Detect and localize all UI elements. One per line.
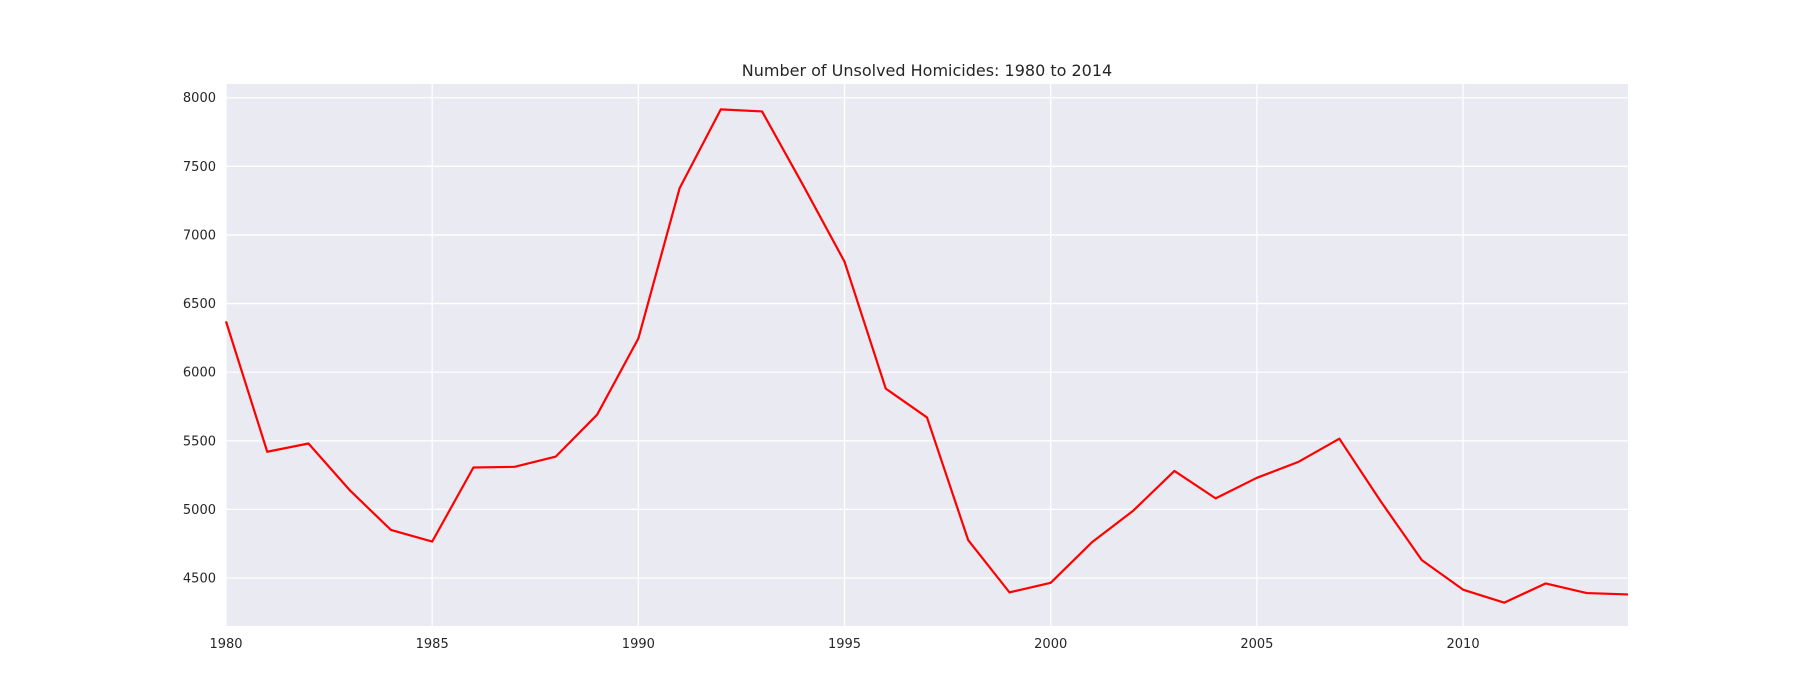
chart-title: Number of Unsolved Homicides: 1980 to 20… — [742, 61, 1112, 80]
y-tick-label: 8000 — [183, 91, 216, 106]
x-tick-label: 1990 — [622, 637, 655, 652]
x-tick-label: 2005 — [1240, 637, 1273, 652]
plot-area — [226, 84, 1628, 626]
y-tick-label: 7500 — [183, 160, 216, 175]
x-axis-ticks: 1980 1985 1990 1995 2000 2005 2010 — [209, 637, 1479, 652]
x-tick-label: 1995 — [828, 637, 861, 652]
y-tick-label: 5000 — [183, 503, 216, 518]
x-tick-label: 1980 — [209, 637, 242, 652]
y-tick-label: 7000 — [183, 228, 216, 243]
x-tick-label: 2010 — [1447, 637, 1480, 652]
x-tick-label: 2000 — [1034, 637, 1067, 652]
series-layer — [224, 108, 1629, 604]
y-tick-label: 6000 — [183, 366, 216, 381]
gridlines — [225, 84, 1628, 626]
y-tick-label: 5500 — [183, 434, 216, 449]
y-tick-label: 4500 — [183, 571, 216, 586]
y-axis-ticks: 4500 5000 5500 6000 6500 7000 7500 8000 — [183, 91, 216, 586]
series-line — [224, 108, 1629, 604]
x-tick-label: 1985 — [416, 637, 449, 652]
y-tick-label: 6500 — [183, 297, 216, 312]
